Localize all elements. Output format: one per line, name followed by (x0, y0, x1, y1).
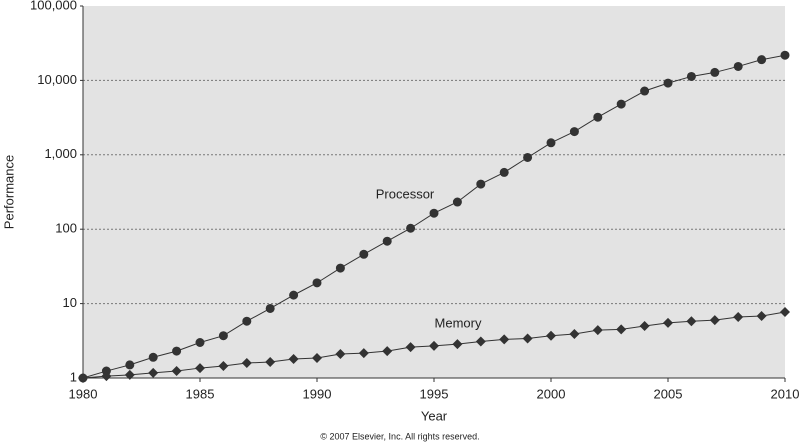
point (241, 358, 252, 369)
point (546, 330, 556, 341)
point (359, 249, 369, 259)
x-tick-label: 2000 (537, 386, 566, 401)
point (522, 333, 533, 344)
point (593, 112, 603, 122)
y-axis-label: Performance (1, 155, 16, 229)
point (265, 357, 276, 368)
point (382, 236, 392, 246)
x-axis-label: Year (421, 408, 448, 423)
point (218, 360, 229, 371)
point (780, 307, 790, 318)
point (358, 348, 369, 359)
y-tick-label: 100 (55, 221, 77, 236)
point (78, 373, 88, 383)
point (312, 278, 322, 288)
point (406, 223, 416, 233)
y-tick-label: 10,000 (37, 72, 77, 87)
point (709, 315, 720, 326)
point (733, 312, 744, 323)
point (101, 366, 111, 376)
point (616, 99, 626, 109)
point (757, 55, 767, 65)
point (546, 138, 556, 148)
point (663, 78, 673, 88)
x-tick-label: 1985 (186, 386, 215, 401)
point (569, 329, 580, 340)
point (499, 334, 510, 345)
point (733, 61, 743, 71)
point (476, 179, 486, 189)
point (780, 50, 790, 60)
plot-area (83, 6, 785, 378)
x-tick-label: 2010 (771, 386, 800, 401)
point (475, 336, 486, 347)
point (429, 208, 439, 218)
point (335, 263, 345, 273)
point (429, 340, 439, 351)
point (452, 339, 463, 350)
x-tick-label: 2005 (654, 386, 683, 401)
point (148, 367, 159, 378)
point (592, 325, 603, 336)
y-tick-label: 1,000 (44, 146, 77, 161)
point (195, 338, 205, 348)
point (289, 290, 299, 300)
y-tick-label: 100,000 (30, 0, 77, 12)
point (686, 316, 697, 327)
point (663, 317, 673, 328)
copyright: © 2007 Elsevier, Inc. All rights reserve… (320, 431, 479, 441)
series-label: Memory (435, 315, 482, 330)
point (499, 167, 509, 177)
point (265, 303, 275, 313)
point (452, 197, 462, 207)
point (218, 331, 228, 341)
point (172, 346, 182, 356)
x-tick-label: 1990 (303, 386, 332, 401)
series-label: Processor (376, 186, 435, 201)
point (101, 371, 112, 382)
y-tick-label: 10 (63, 295, 77, 310)
point (686, 71, 696, 81)
point (382, 346, 393, 357)
point (640, 86, 650, 96)
point (125, 360, 135, 370)
point (288, 354, 299, 365)
point (616, 324, 627, 335)
point (710, 67, 720, 77)
x-tick-label: 1980 (69, 386, 98, 401)
y-tick-label: 1 (70, 369, 77, 384)
point (312, 352, 322, 363)
point (335, 349, 346, 360)
point (639, 320, 650, 331)
point (124, 369, 135, 380)
point (569, 127, 579, 137)
point (148, 352, 158, 362)
point (405, 342, 416, 353)
x-tick-label: 1995 (420, 386, 449, 401)
point (195, 363, 205, 374)
point (523, 152, 533, 162)
point (756, 311, 767, 322)
point (171, 366, 182, 377)
point (242, 316, 252, 326)
